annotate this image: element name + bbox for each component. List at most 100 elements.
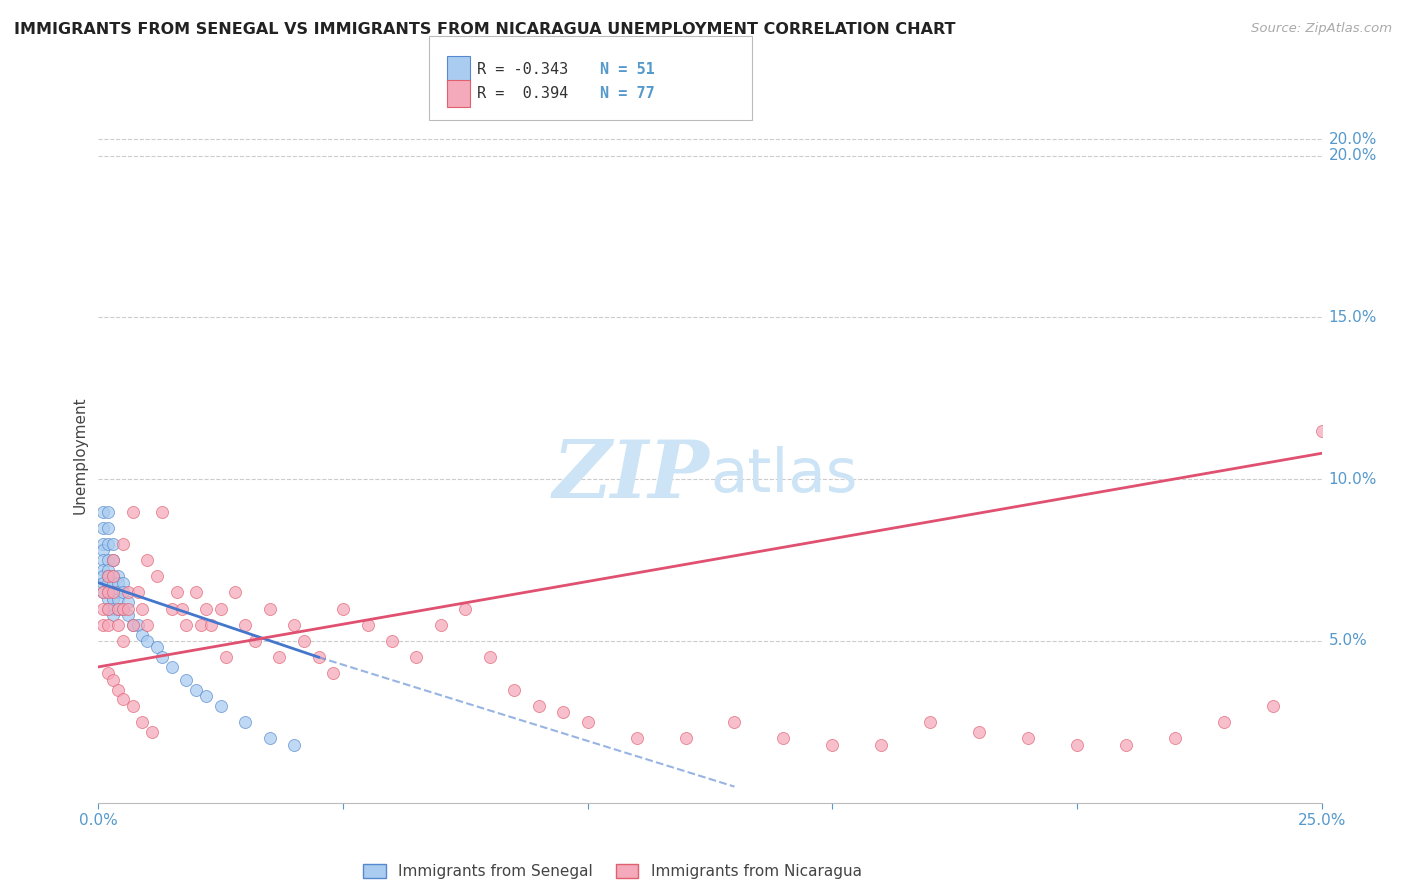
Point [97,601,120,615]
Point [131,601,153,615]
Point [430,617,453,632]
Point [117,601,139,615]
Point [101,591,124,606]
Point [259,601,281,615]
Point [111,601,134,615]
Point [454,601,477,615]
Text: IMMIGRANTS FROM SENEGAL VS IMMIGRANTS FROM NICARAGUA UNEMPLOYMENT CORRELATION CH: IMMIGRANTS FROM SENEGAL VS IMMIGRANTS FR… [14,22,956,37]
Point [111,601,134,615]
Point [141,724,163,739]
Point [233,617,256,632]
Point [292,634,315,648]
Point [150,504,173,518]
Point [101,585,124,599]
Point [176,617,198,632]
Point [101,608,124,623]
Point [576,714,599,729]
Point [111,634,134,648]
Point [97,617,120,632]
Point [117,595,139,609]
Point [1115,738,1137,752]
Point [91,543,114,558]
Point [136,617,159,632]
Point [195,601,218,615]
Point [381,634,404,648]
Point [150,650,173,665]
Point [160,601,183,615]
Point [101,553,124,567]
Point [111,575,134,590]
Text: 5.0%: 5.0% [1329,633,1367,648]
Point [97,537,120,551]
Point [269,650,291,665]
Point [101,569,124,583]
Point [91,563,114,577]
Point [91,537,114,551]
Point [111,692,134,706]
Point [121,617,143,632]
Point [405,650,427,665]
Point [1017,731,1039,745]
Point [1066,738,1088,752]
Point [91,601,114,615]
Point [101,569,124,583]
Point [101,585,124,599]
Point [101,575,124,590]
Point [121,617,143,632]
Point [209,698,232,713]
Point [107,575,129,590]
Point [356,617,378,632]
Point [117,585,139,599]
Point [283,738,305,752]
Point [121,504,143,518]
Point [127,617,149,632]
Text: R =  0.394: R = 0.394 [477,87,568,101]
Point [136,553,159,567]
Point [920,714,942,729]
Point [186,682,208,697]
Text: atlas: atlas [710,446,858,505]
Point [107,569,129,583]
Point [97,569,120,583]
Point [1164,731,1187,745]
Point [675,731,697,745]
Point [214,650,236,665]
Point [97,585,120,599]
Point [195,689,218,703]
Point [1261,698,1284,713]
Point [131,714,153,729]
Point [107,591,129,606]
Point [160,660,183,674]
Point [97,585,120,599]
Point [146,640,169,655]
Point [332,601,354,615]
Point [527,698,550,713]
Point [870,738,893,752]
Point [107,601,129,615]
Point [91,504,114,518]
Point [107,682,129,697]
Point [107,617,129,632]
Point [97,601,120,615]
Point [503,682,526,697]
Legend: Immigrants from Senegal, Immigrants from Nicaragua: Immigrants from Senegal, Immigrants from… [357,858,868,886]
Point [91,585,114,599]
Point [97,553,120,567]
Point [233,714,256,729]
Point [176,673,198,687]
Point [224,585,246,599]
Point [91,617,114,632]
Point [478,650,501,665]
Point [97,575,120,590]
Point [170,601,193,615]
Point [1212,714,1234,729]
Point [967,724,990,739]
Text: R = -0.343: R = -0.343 [477,62,568,77]
Point [91,553,114,567]
Point [101,553,124,567]
Point [107,601,129,615]
Point [259,731,281,745]
Point [283,617,305,632]
Point [322,666,344,681]
Point [308,650,330,665]
